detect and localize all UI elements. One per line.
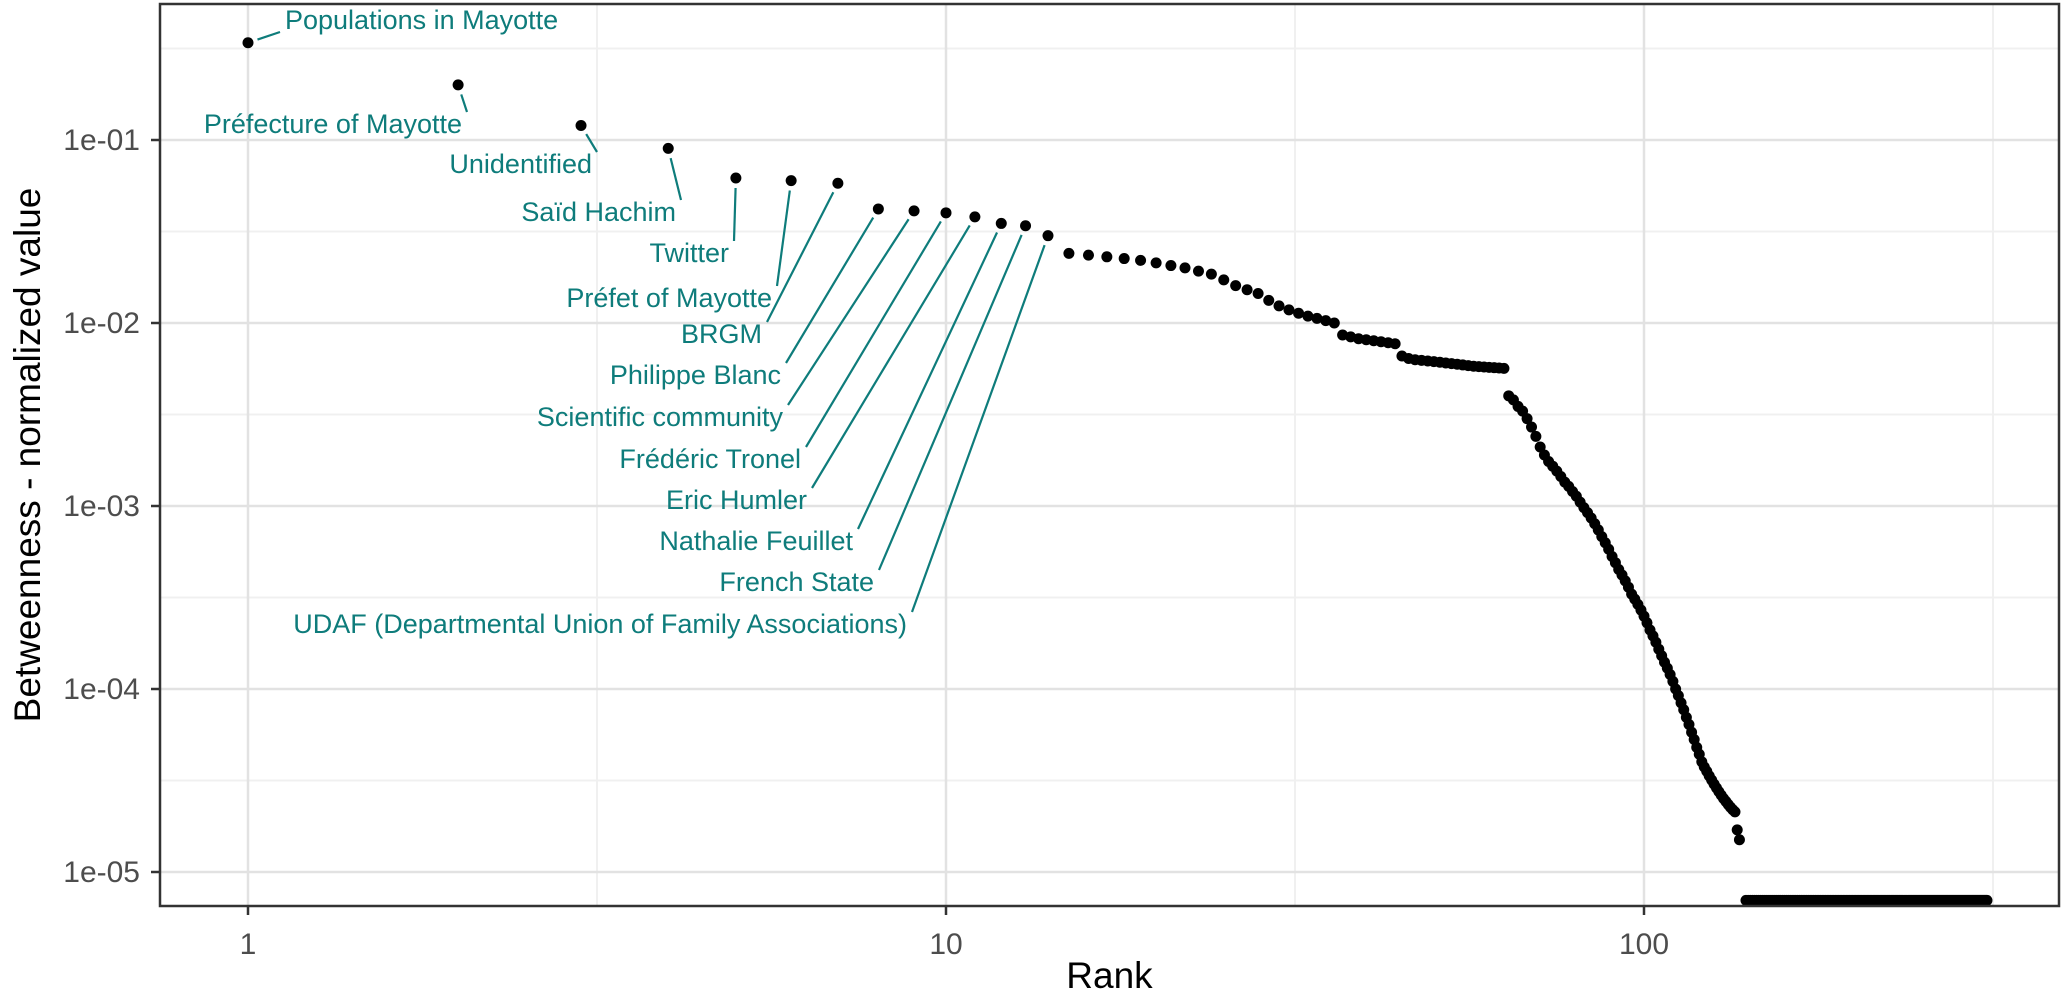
point-annotation-label: Frédéric Tronel — [619, 444, 801, 474]
data-point — [1150, 257, 1162, 269]
point-annotation-label: French State — [719, 567, 874, 597]
point-annotation-label: BRGM — [681, 319, 762, 349]
data-point — [1063, 247, 1075, 259]
annotation-leader-line — [669, 157, 683, 201]
point-annotation-label: Twitter — [649, 238, 729, 268]
data-point — [785, 175, 797, 187]
point-annotation-label: Préfet of Mayotte — [566, 283, 772, 313]
point-annotation-label: Philippe Blanc — [610, 360, 781, 390]
data-point — [1283, 304, 1295, 316]
data-point — [1530, 430, 1542, 442]
y-tick-label: 1e-01 — [63, 124, 140, 157]
data-point — [1135, 254, 1147, 266]
data-point — [1179, 262, 1191, 274]
y-tick-label: 1e-04 — [63, 673, 140, 706]
annotation-leader-line — [910, 244, 1046, 613]
data-point — [940, 207, 952, 219]
data-point — [1526, 421, 1538, 433]
data-point — [1241, 284, 1253, 296]
x-tick-label: 100 — [1619, 928, 1669, 961]
annotation-leader-line — [775, 190, 791, 287]
data-point — [1230, 280, 1242, 292]
annotation-leader-line — [811, 224, 971, 489]
annotation-leader-line — [787, 218, 910, 406]
annotation-leader-line — [257, 30, 281, 41]
data-point — [1020, 220, 1032, 232]
y-tick-label: 1e-02 — [63, 307, 140, 340]
data-point — [730, 172, 742, 184]
annotation-leader-line — [732, 187, 737, 242]
data-point — [1205, 268, 1217, 280]
point-annotation-label: UDAF (Departmental Union of Family Assoc… — [293, 609, 907, 639]
data-point — [1302, 310, 1314, 322]
data-point — [1293, 307, 1305, 319]
annotation-leader-line — [805, 220, 942, 448]
data-point — [1192, 265, 1204, 277]
data-point — [1731, 824, 1743, 836]
y-axis-title: Betweenness - normalized value — [7, 188, 48, 723]
panel-border — [158, 2, 2061, 908]
point-annotation-label: Préfecture of Mayotte — [204, 109, 462, 139]
data-point — [1042, 230, 1054, 242]
data-point — [1320, 315, 1332, 327]
y-tick-label: 1e-05 — [63, 856, 140, 889]
data-point — [1118, 253, 1130, 265]
y-tick-label: 1e-03 — [63, 490, 140, 523]
data-point — [662, 142, 674, 154]
data-point — [1498, 362, 1510, 374]
point-annotation-label: Scientific community — [537, 402, 784, 432]
point-annotation-label: Saïd Hachim — [521, 197, 676, 227]
x-axis-title: Rank — [1066, 955, 1153, 996]
annotation-leader-line — [766, 191, 835, 323]
x-tick-label: 10 — [929, 928, 962, 961]
data-point — [832, 177, 844, 189]
data-point — [1101, 251, 1113, 263]
tail-data-point — [1981, 894, 1993, 906]
data-point — [969, 211, 981, 223]
annotation-leader-line — [857, 232, 999, 530]
data-point — [1328, 317, 1340, 329]
point-annotation-label: Populations in Mayotte — [285, 5, 558, 35]
data-point — [1311, 312, 1323, 324]
data-point — [995, 217, 1007, 229]
plot-panel — [160, 4, 2059, 906]
data-point — [1218, 274, 1230, 286]
data-point — [1165, 260, 1177, 272]
data-point — [1729, 806, 1741, 818]
point-annotation-label: Eric Humler — [666, 485, 807, 515]
data-point — [1252, 287, 1264, 299]
data-point — [1389, 338, 1401, 350]
point-annotation-label: Unidentified — [449, 149, 592, 179]
data-point — [242, 37, 254, 49]
annotation-leader-line — [785, 216, 875, 364]
data-point — [1521, 413, 1533, 425]
data-point — [575, 120, 587, 132]
data-point — [452, 79, 464, 91]
data-point — [1263, 294, 1275, 306]
data-point — [1082, 249, 1094, 261]
x-tick-label: 1 — [240, 928, 257, 961]
data-point — [908, 205, 920, 217]
point-annotation-label: Nathalie Feuillet — [659, 526, 853, 556]
annotation-leader-line — [877, 234, 1023, 571]
annotation-leader-line — [460, 94, 469, 113]
annotation-leader-line — [585, 133, 598, 153]
data-point — [872, 203, 884, 215]
data-point — [1733, 834, 1745, 846]
data-point — [1273, 300, 1285, 312]
